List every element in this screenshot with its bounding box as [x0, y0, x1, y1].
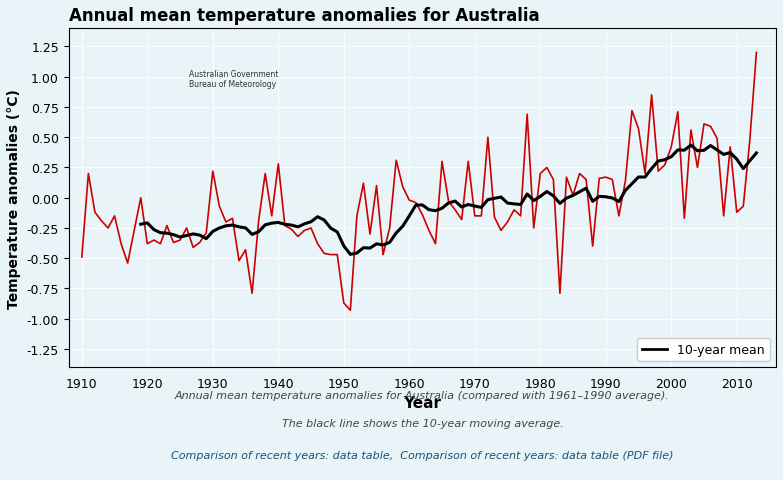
Text: Comparison of recent years: data table,  Comparison of recent years: data table : Comparison of recent years: data table, …: [171, 450, 673, 460]
Legend: 10-year mean: 10-year mean: [637, 338, 770, 361]
X-axis label: Year: Year: [403, 396, 442, 410]
Text: Australian Government
Bureau of Meteorology: Australian Government Bureau of Meteorol…: [189, 70, 278, 89]
Text: Annual mean temperature anomalies for Australia: Annual mean temperature anomalies for Au…: [69, 7, 539, 25]
Text: Annual mean temperature anomalies for Australia (compared with 1961–1990 average: Annual mean temperature anomalies for Au…: [175, 391, 669, 401]
Text: The black line shows the 10-year moving average.: The black line shows the 10-year moving …: [282, 418, 563, 428]
Y-axis label: Temperature anomalies (°C): Temperature anomalies (°C): [7, 89, 21, 308]
